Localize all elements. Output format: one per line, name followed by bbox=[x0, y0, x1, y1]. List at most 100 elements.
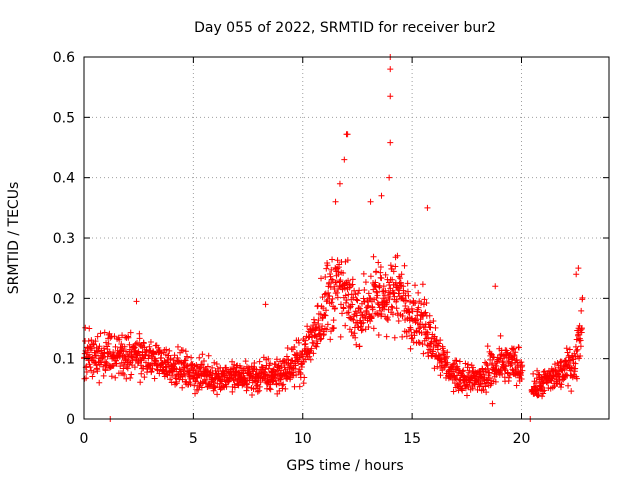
data-point bbox=[403, 333, 410, 340]
data-point bbox=[415, 289, 422, 296]
data-point bbox=[503, 363, 510, 370]
data-point bbox=[313, 343, 320, 350]
data-point bbox=[518, 359, 525, 366]
data-point bbox=[196, 354, 203, 361]
data-point bbox=[223, 364, 230, 371]
data-point bbox=[148, 368, 155, 375]
data-point bbox=[430, 317, 437, 324]
data-point bbox=[330, 325, 337, 332]
data-point bbox=[108, 373, 115, 380]
data-point bbox=[86, 325, 93, 332]
data-point bbox=[140, 340, 147, 347]
data-point bbox=[486, 374, 493, 381]
data-point bbox=[341, 156, 348, 163]
data-point bbox=[199, 361, 206, 368]
data-point bbox=[456, 380, 463, 387]
data-point bbox=[578, 307, 585, 314]
data-point bbox=[243, 380, 250, 387]
data-point bbox=[367, 273, 374, 280]
data-point bbox=[557, 384, 564, 391]
data-point bbox=[356, 287, 363, 294]
data-point bbox=[295, 337, 302, 344]
data-point bbox=[310, 350, 317, 357]
data-point bbox=[127, 353, 134, 360]
data-point bbox=[375, 311, 381, 318]
data-point bbox=[244, 384, 251, 391]
data-point bbox=[424, 329, 431, 336]
data-point bbox=[184, 353, 191, 360]
data-point bbox=[283, 353, 290, 360]
data-point bbox=[333, 279, 340, 286]
data-point bbox=[179, 384, 186, 391]
data-point bbox=[150, 351, 157, 358]
data-point bbox=[387, 93, 394, 100]
data-point bbox=[293, 371, 300, 378]
data-point bbox=[322, 274, 329, 281]
data-point bbox=[465, 361, 472, 368]
data-point bbox=[100, 372, 107, 379]
data-point bbox=[389, 311, 396, 318]
y-axis-label: SRMTID / TECUs bbox=[6, 182, 22, 295]
data-point bbox=[439, 367, 446, 374]
data-point bbox=[314, 340, 321, 347]
data-point bbox=[365, 302, 372, 309]
data-point bbox=[453, 357, 460, 364]
data-point bbox=[533, 380, 540, 387]
data-point bbox=[322, 312, 329, 319]
data-point bbox=[292, 362, 299, 369]
data-point bbox=[573, 336, 580, 343]
data-point bbox=[387, 139, 394, 146]
data-point bbox=[192, 390, 199, 397]
data-point bbox=[121, 343, 128, 350]
data-point bbox=[223, 383, 230, 390]
data-point bbox=[459, 387, 466, 394]
data-point bbox=[317, 311, 324, 318]
data-point bbox=[323, 298, 330, 305]
data-point bbox=[326, 293, 333, 300]
data-point bbox=[404, 280, 411, 287]
data-point bbox=[254, 388, 261, 395]
data-point bbox=[300, 380, 307, 387]
data-point bbox=[419, 281, 426, 288]
data-point bbox=[484, 343, 491, 350]
data-point bbox=[324, 321, 331, 328]
data-point bbox=[92, 338, 99, 345]
data-point bbox=[407, 345, 414, 352]
data-point bbox=[367, 295, 374, 302]
data-point bbox=[89, 373, 96, 380]
data-point bbox=[406, 309, 413, 316]
data-point bbox=[323, 265, 330, 272]
data-point bbox=[182, 348, 189, 355]
data-point bbox=[211, 359, 218, 366]
data-point bbox=[507, 371, 514, 378]
data-point bbox=[412, 282, 419, 289]
data-point bbox=[173, 380, 180, 387]
data-point bbox=[199, 351, 206, 358]
data-point bbox=[489, 360, 496, 367]
data-point bbox=[344, 257, 351, 264]
data-point bbox=[323, 326, 330, 333]
data-point bbox=[87, 364, 94, 371]
data-point bbox=[321, 291, 328, 298]
data-point bbox=[166, 347, 173, 354]
data-point bbox=[354, 297, 361, 304]
data-point bbox=[345, 277, 352, 284]
data-point bbox=[251, 360, 258, 367]
data-point bbox=[234, 362, 241, 369]
data-point bbox=[352, 334, 359, 341]
data-point bbox=[391, 293, 398, 300]
data-point bbox=[378, 275, 385, 282]
data-point bbox=[469, 385, 476, 392]
data-point bbox=[349, 281, 356, 288]
data-point bbox=[266, 385, 273, 392]
data-point bbox=[174, 343, 181, 350]
data-point bbox=[357, 323, 364, 330]
data-point bbox=[284, 344, 291, 351]
data-point bbox=[560, 376, 567, 383]
data-point bbox=[351, 330, 358, 337]
data-point bbox=[347, 304, 354, 311]
data-point bbox=[401, 262, 408, 269]
data-point bbox=[383, 333, 390, 340]
